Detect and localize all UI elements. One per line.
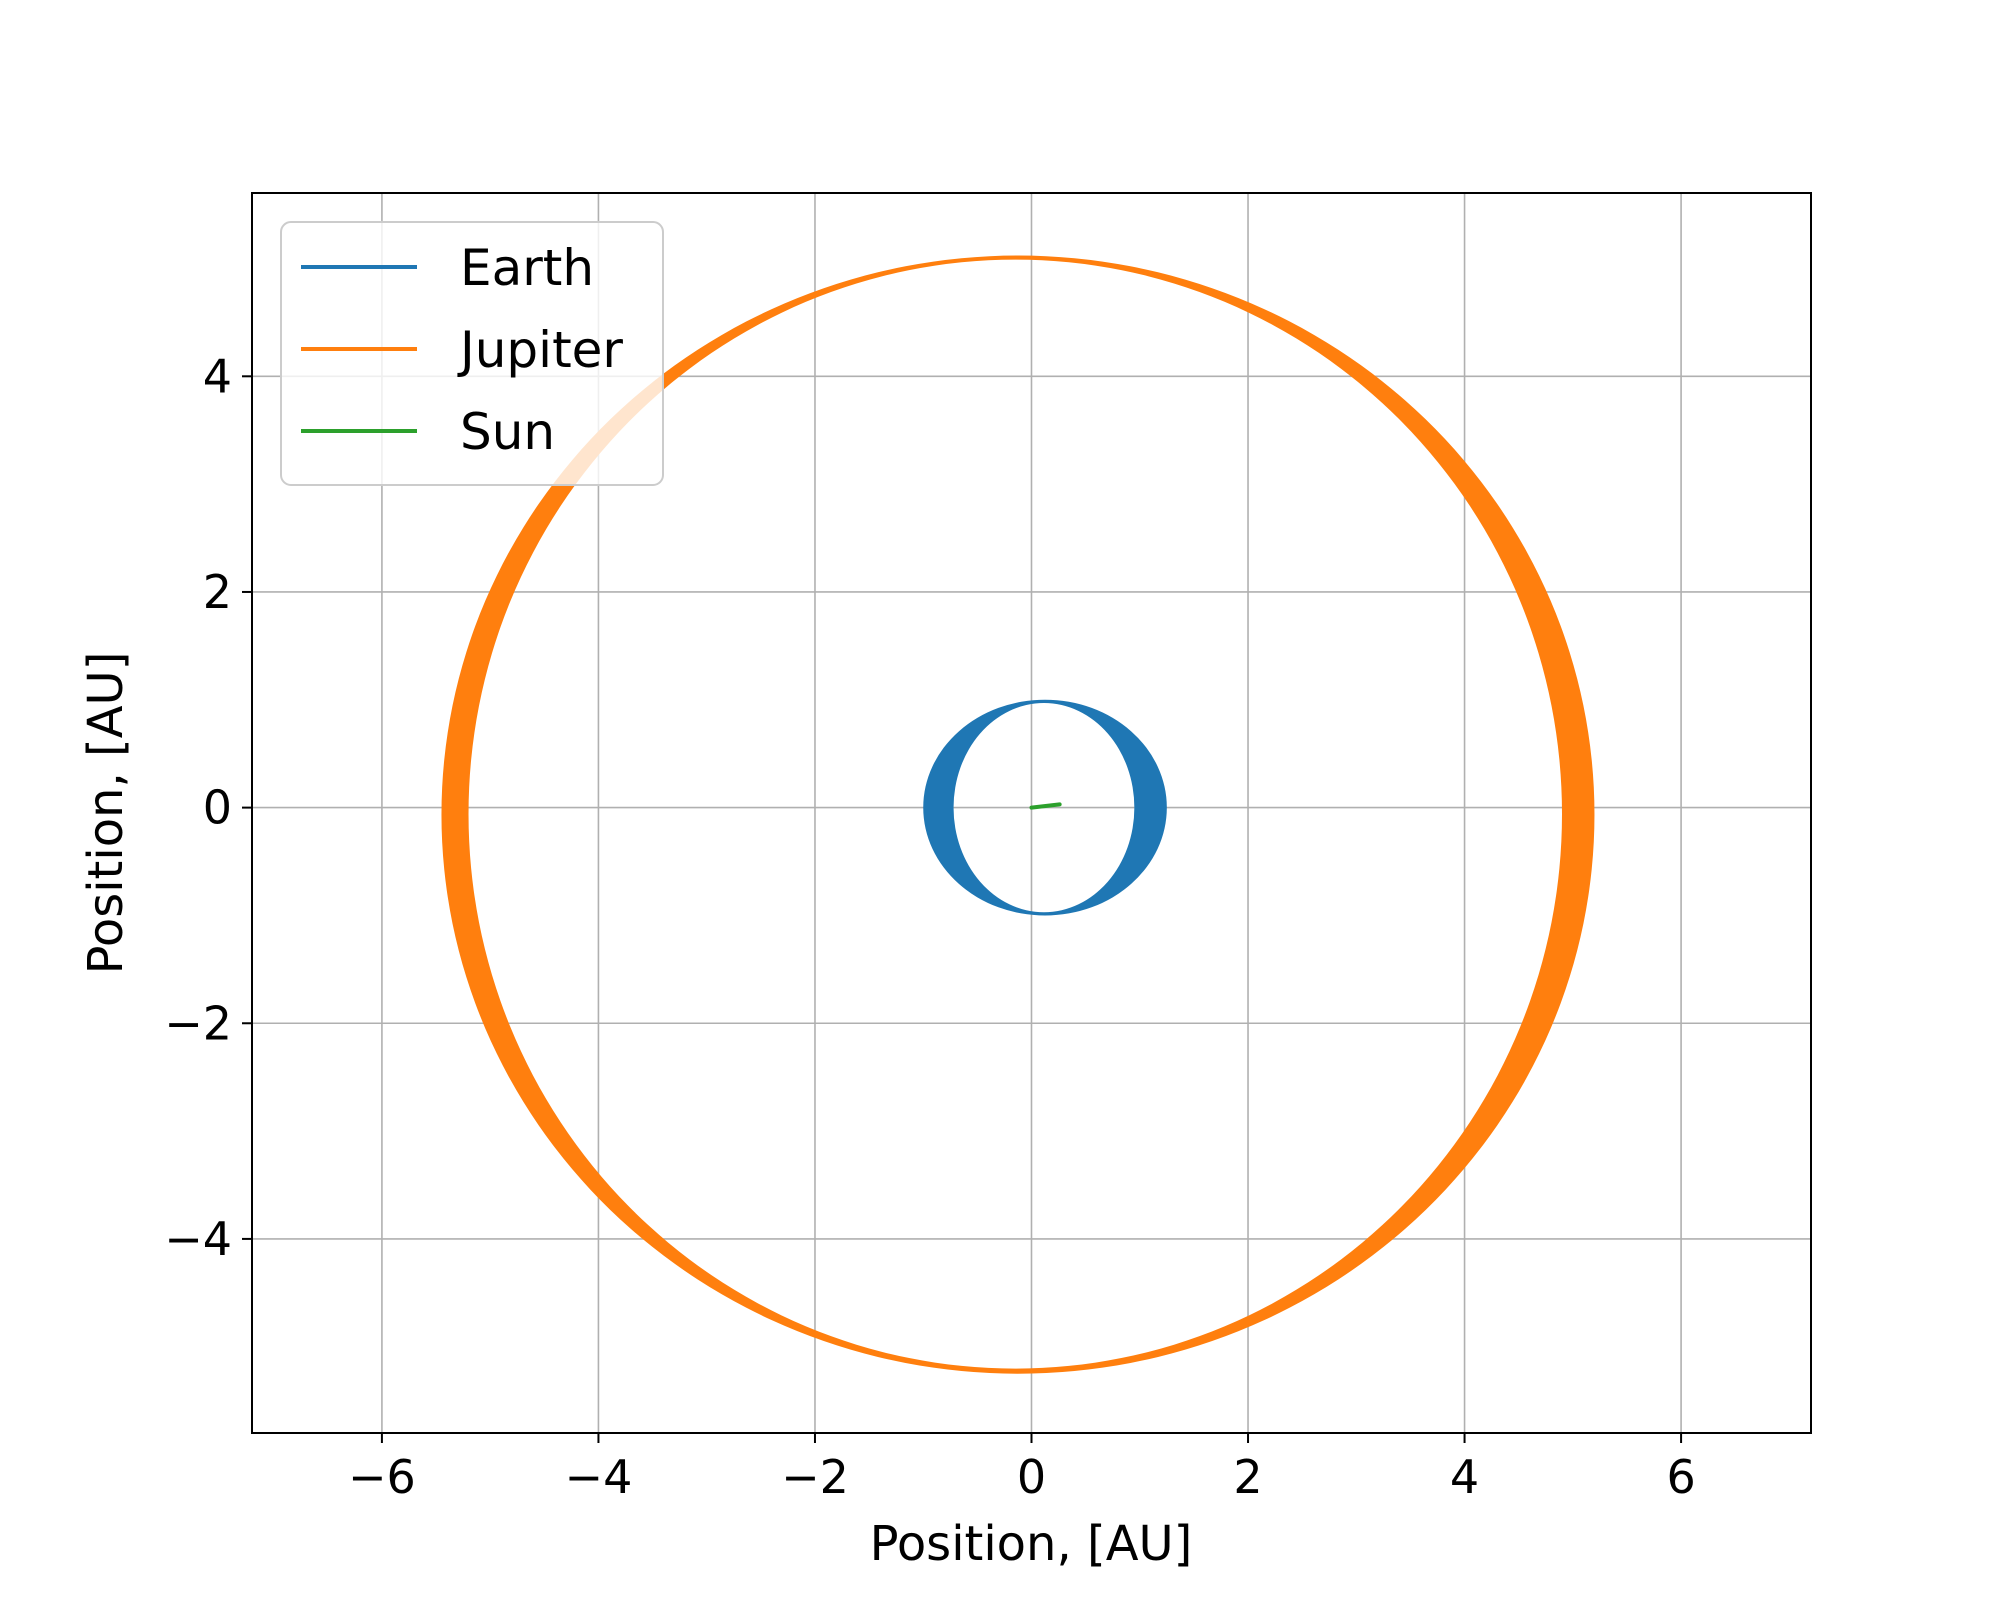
legend-box [280,221,664,486]
y-tick-label: 2 [203,565,232,619]
x-tick-label: 2 [1233,1450,1262,1504]
x-tick-label: −4 [565,1450,633,1504]
x-axis: −6 −4 −2 0 2 4 6 [348,1433,1696,1504]
y-tick-label: 4 [203,349,232,403]
plot-area [441,255,1595,1374]
x-tick-label: −2 [781,1450,849,1504]
x-tick-label: 0 [1017,1450,1046,1504]
x-tick-label: −6 [348,1450,416,1504]
y-axis: −4 −2 0 2 4 [164,349,252,1266]
y-tick-label: 0 [203,781,232,835]
x-axis-label: Position, [AU] [870,1516,1193,1572]
y-tick-label: −2 [164,996,232,1050]
y-tick-label: −4 [164,1212,232,1266]
series-sun-path [1029,802,1062,810]
x-tick-label: 4 [1450,1450,1479,1504]
legend-label-earth: Earth [460,239,594,297]
legend: Earth Jupiter Sun [280,221,664,486]
y-axis-label: Position, [AU] [78,652,134,975]
legend-label-jupiter: Jupiter [457,321,623,379]
legend-label-sun: Sun [460,403,555,461]
x-tick-label: 6 [1666,1450,1695,1504]
